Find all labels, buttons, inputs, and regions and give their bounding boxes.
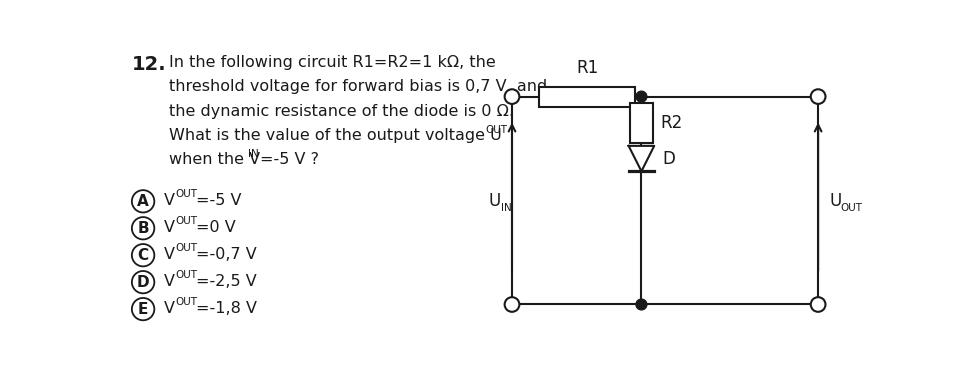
Text: =-1,8 V: =-1,8 V [196,301,257,316]
Text: when the V: when the V [169,152,260,167]
Text: In the following circuit R1=R2=1 kΩ, the: In the following circuit R1=R2=1 kΩ, the [169,55,495,70]
Text: U: U [830,192,842,210]
Text: A: A [137,194,149,209]
Text: IN: IN [501,203,511,213]
Text: V: V [164,247,175,262]
Text: R2: R2 [661,114,683,132]
Text: OUT: OUT [175,297,197,307]
Text: =-2,5 V: =-2,5 V [196,274,257,289]
Text: V: V [164,193,175,208]
Circle shape [505,297,519,312]
Text: =-0,7 V: =-0,7 V [196,247,257,262]
Text: OUT: OUT [484,125,507,135]
Text: =-5 V ?: =-5 V ? [261,152,319,167]
Circle shape [505,89,519,104]
Text: threshold voltage for forward bias is 0,7 V, and: threshold voltage for forward bias is 0,… [169,79,547,94]
Text: E: E [138,302,149,316]
Circle shape [636,299,647,310]
Text: D: D [662,150,675,168]
Text: V: V [164,274,175,289]
Text: OUT: OUT [175,243,197,253]
Circle shape [811,89,825,104]
Text: V: V [164,220,175,235]
Text: the dynamic resistance of the diode is 0 Ω.: the dynamic resistance of the diode is 0… [169,104,513,118]
Bar [630,103,653,143]
Text: D: D [137,274,150,290]
Text: OUT: OUT [175,270,197,280]
Text: B: B [137,221,149,236]
Text: What is the value of the output voltage U: What is the value of the output voltage … [169,128,502,143]
Text: U: U [488,192,501,210]
Text: OUT: OUT [175,216,197,226]
Bar [539,87,635,106]
Text: R1: R1 [576,59,598,77]
Circle shape [811,297,825,312]
Circle shape [636,91,647,102]
Text: IN: IN [248,149,259,159]
Text: 12.: 12. [132,55,167,74]
Text: OUT: OUT [841,203,862,213]
Text: OUT: OUT [175,189,197,199]
Polygon shape [628,146,654,171]
Text: =0 V: =0 V [196,220,235,235]
Text: V: V [164,301,175,316]
Text: C: C [138,248,149,263]
Text: =-5 V: =-5 V [196,193,241,208]
